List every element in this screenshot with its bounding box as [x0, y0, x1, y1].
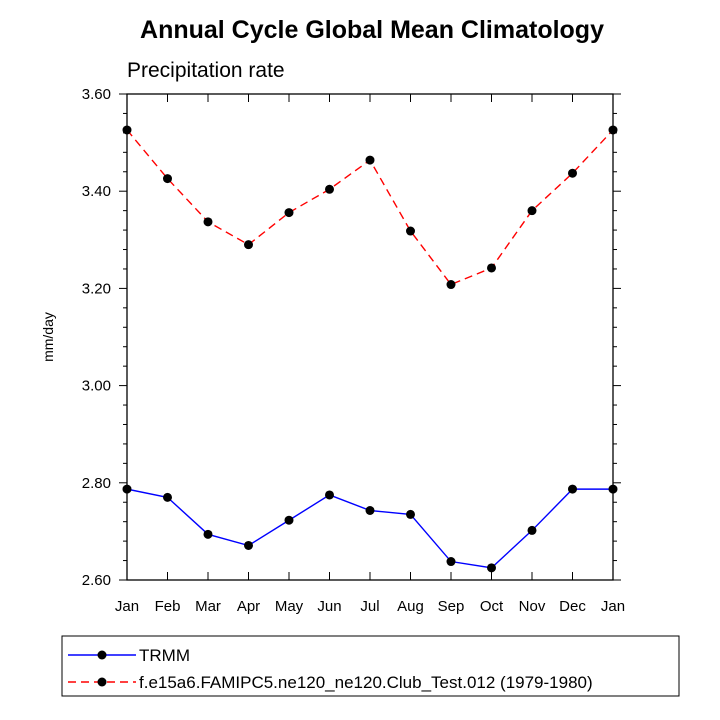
y-tick-label: 3.60	[82, 86, 111, 103]
x-tick-label: Mar	[195, 598, 221, 615]
data-point	[487, 263, 496, 273]
data-point	[244, 240, 253, 250]
y-tick-labels: 2.60 2.80 3.00 3.20 3.40 3.60	[82, 86, 111, 589]
data-point	[446, 280, 456, 290]
chart-subtitle: Precipitation rate	[127, 59, 285, 82]
x-tick-label: Oct	[480, 598, 504, 615]
legend-marker-trmm	[97, 650, 107, 660]
y-tick-label: 2.60	[82, 572, 111, 589]
x-tick-label: Nov	[519, 598, 546, 615]
x-tick-label: Sep	[438, 598, 465, 615]
series-line-1	[126, 129, 614, 286]
x-tick-label: Dec	[559, 598, 586, 615]
x-tick-label: Feb	[155, 598, 181, 615]
data-point	[244, 540, 253, 550]
data-point	[487, 563, 496, 573]
x-tick-label: Jan	[115, 598, 139, 615]
data-point	[446, 557, 456, 567]
data-point	[365, 506, 375, 516]
data-point	[406, 226, 415, 236]
x-tick-label: May	[275, 598, 304, 615]
data-point	[284, 515, 294, 525]
data-point	[365, 155, 375, 165]
y-tick-label: 2.80	[82, 475, 111, 492]
legend-marker-model	[97, 677, 107, 687]
data-point	[325, 490, 334, 500]
data-point	[284, 208, 294, 218]
data-point	[163, 174, 172, 184]
y-tick-label: 3.00	[82, 378, 111, 395]
plot-frame	[126, 93, 614, 581]
legend: TRMM f.e15a6.FAMIPC5.ne120_ne120.Club_Te…	[61, 635, 680, 697]
series-line-0	[126, 488, 613, 569]
y-tick-label: 3.40	[82, 183, 111, 200]
data-point	[203, 529, 213, 539]
series-group	[122, 125, 618, 573]
chart-title: Annual Cycle Global Mean Climatology	[140, 16, 604, 44]
data-point	[325, 184, 334, 194]
x-tick-label: Jul	[360, 598, 379, 615]
data-point	[203, 217, 213, 227]
legend-label-trmm: TRMM	[139, 646, 190, 665]
data-point	[527, 525, 537, 535]
x-tick-label: Apr	[237, 598, 260, 615]
data-point	[406, 509, 415, 519]
y-axis-label: mm/day	[40, 312, 56, 362]
x-tick-labels: Jan Feb Mar Apr May Jun Jul Aug Sep Oct Nov Dec Jan	[115, 598, 625, 615]
data-point	[163, 492, 172, 502]
x-tick-label: Jan	[601, 598, 625, 615]
legend-label-model: f.e15a6.FAMIPC5.ne120_ne120.Club_Test.01…	[139, 673, 593, 692]
legend-box	[61, 635, 680, 697]
data-point	[568, 168, 577, 178]
x-tick-label: Aug	[397, 598, 424, 615]
data-point	[527, 206, 537, 216]
x-tick-label: Jun	[317, 598, 341, 615]
y-tick-label: 3.20	[82, 280, 111, 297]
data-point	[568, 484, 577, 494]
